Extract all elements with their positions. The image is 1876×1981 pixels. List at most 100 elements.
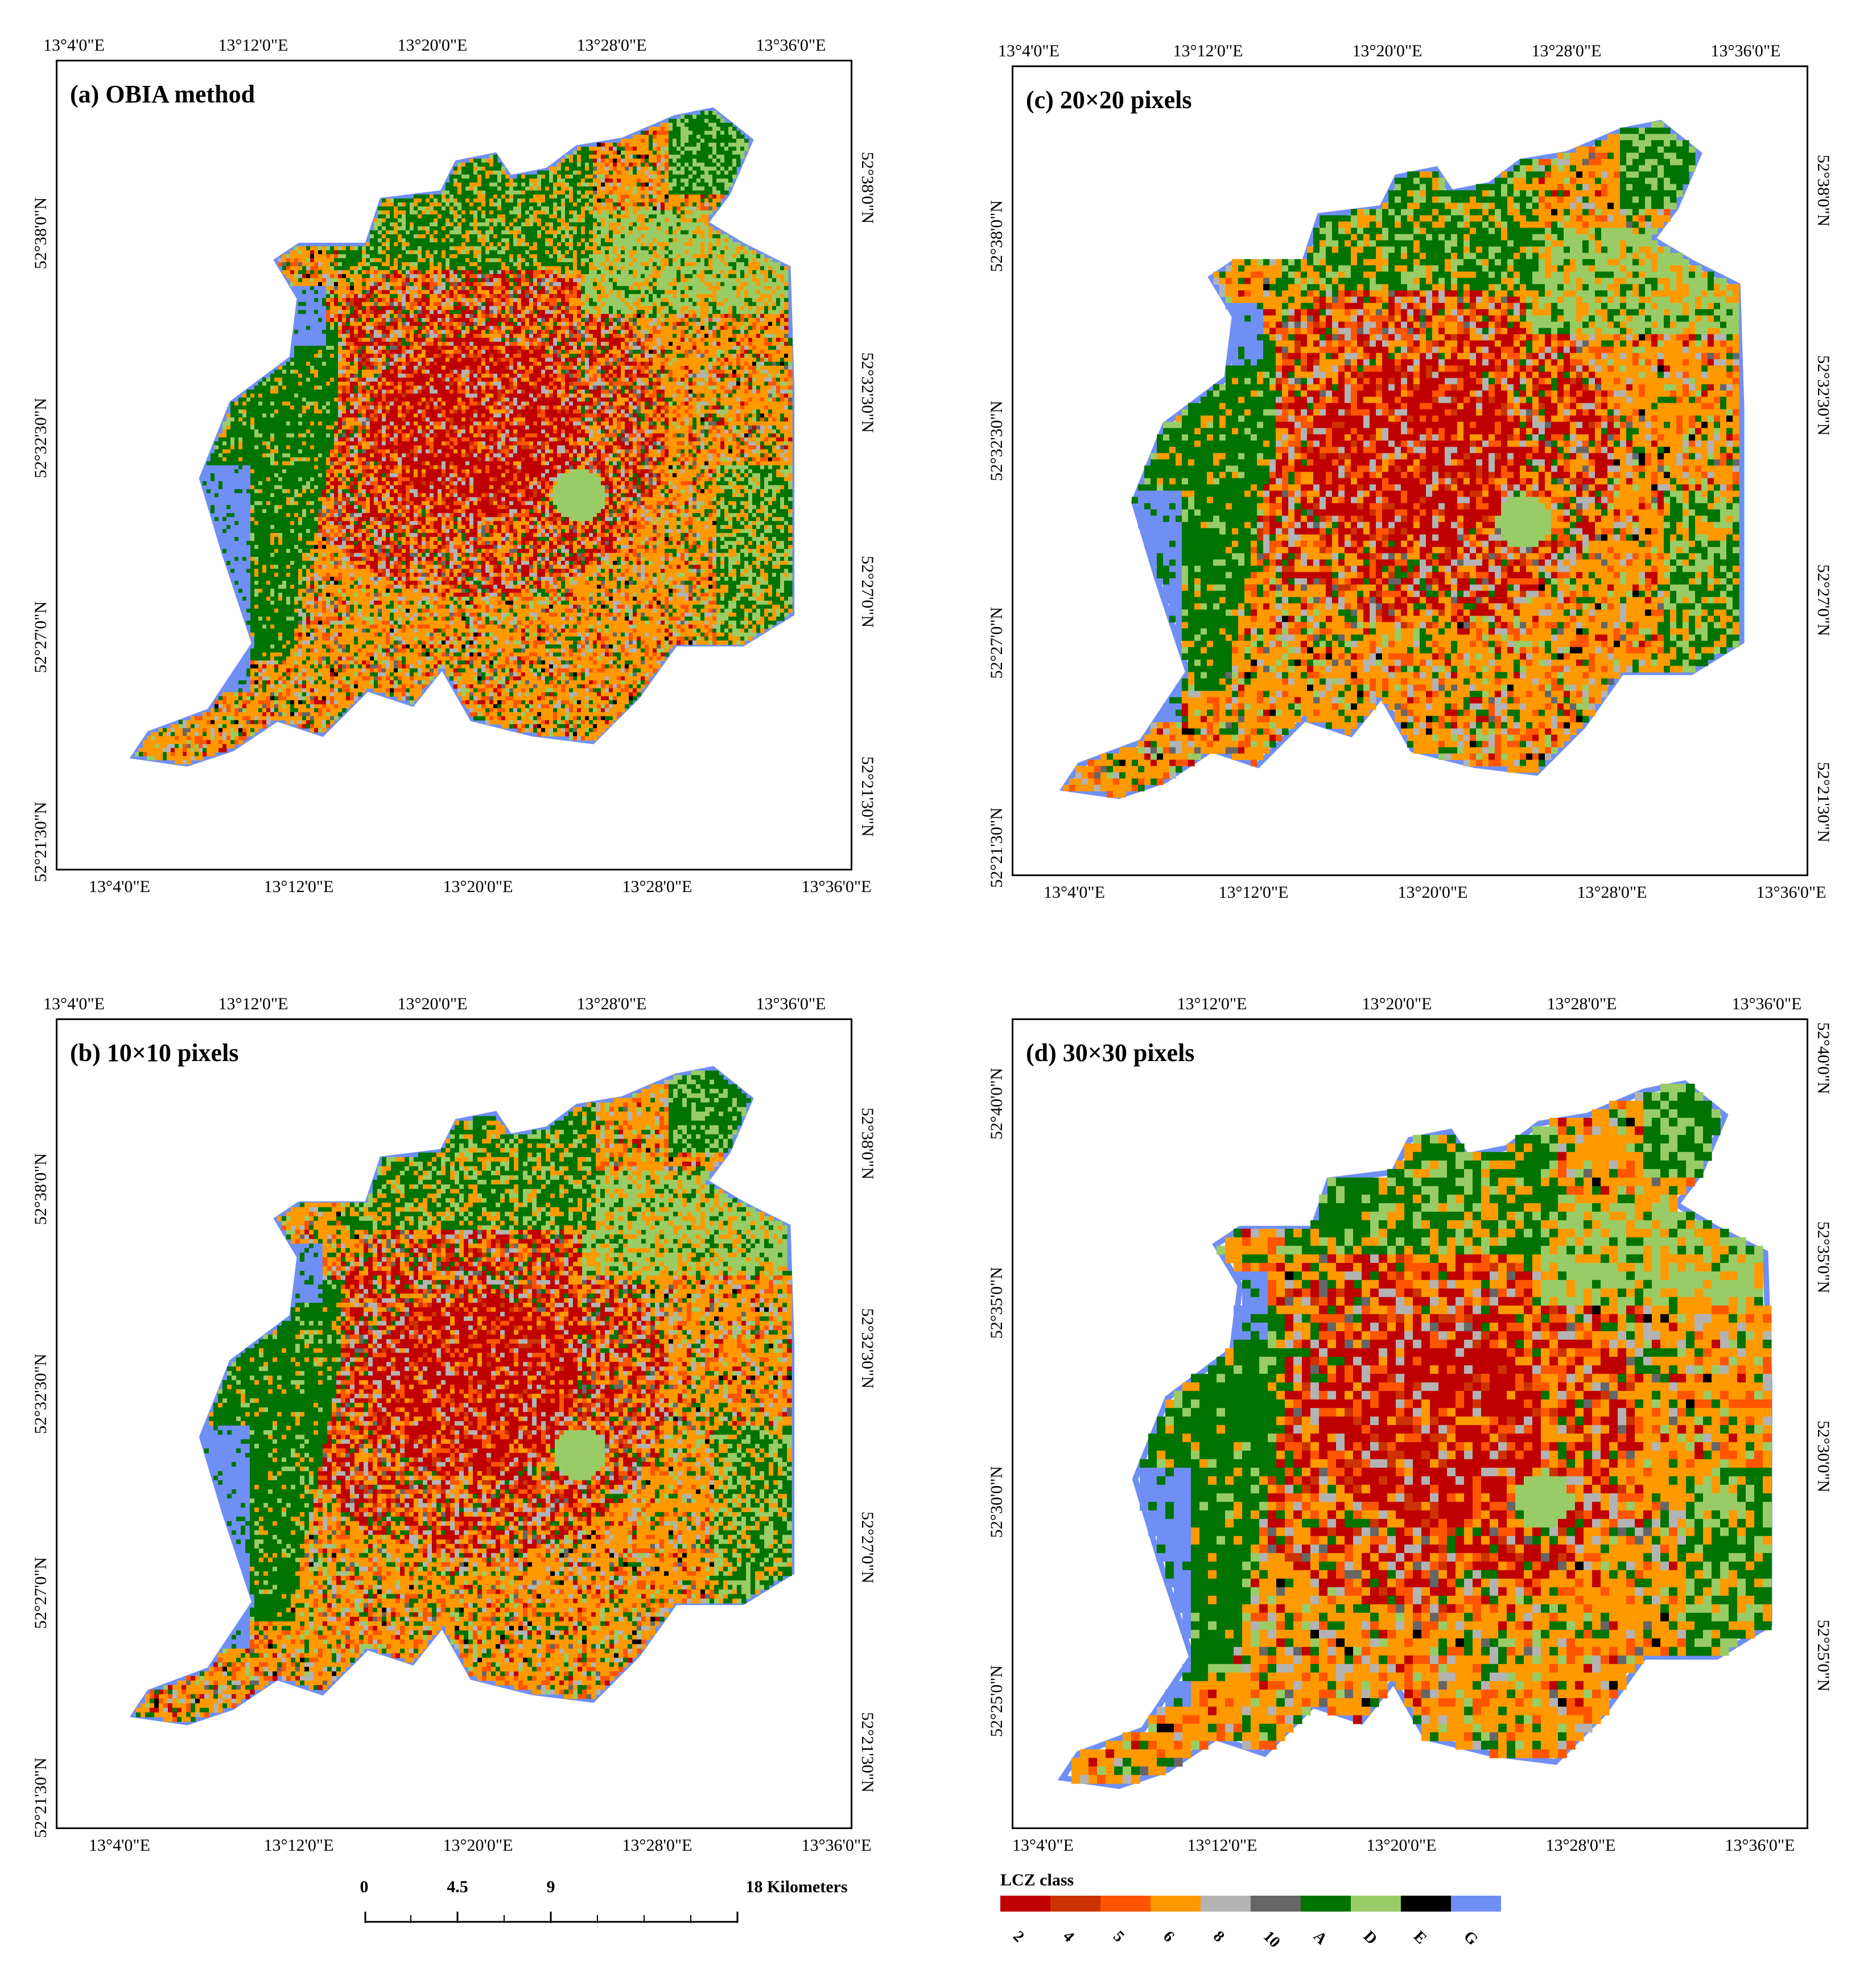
map-frame-a: (a) OBIA method [56, 60, 852, 870]
bottom-tick-label: 13°28'0"E [1546, 1836, 1616, 1855]
right-tick-label: 52°35'0"N [1813, 1221, 1833, 1293]
left-tick-label: 52°27'0"N [987, 607, 1007, 679]
right-tick-label: 52°38'0"N [857, 1108, 877, 1179]
left-tick-label: 52°35'0"N [987, 1267, 1007, 1339]
top-tick-label: 13°28'0"E [577, 36, 647, 55]
right-tick-label: 52°32'30"N [1813, 355, 1833, 435]
right-tick-label: 52°40'0"N [1813, 1022, 1833, 1094]
legend-label-6: 6 [1159, 1928, 1178, 1946]
map-frame-d: (d) 30×30 pixels [1012, 1018, 1808, 1829]
top-tick-label: 13°36'0"E [1732, 994, 1802, 1014]
left-tick-label: 52°38'0"N [31, 197, 51, 269]
right-tick-label: 52°27'0"N [1813, 564, 1833, 636]
legend-label-4: 4 [1059, 1928, 1078, 1946]
top-tick-label: 13°4'0"E [43, 36, 105, 55]
bottom-tick-label: 13°12'0"E [264, 1836, 334, 1855]
right-tick-label: 52°32'30"N [857, 1308, 877, 1388]
map-canvas-b [57, 1020, 852, 1829]
bottom-tick-label: 13°28'0"E [622, 1836, 692, 1855]
bottom-tick-label: 13°4'0"E [1012, 1836, 1074, 1855]
top-tick-label: 13°20'0"E [1353, 42, 1423, 61]
panel-title-d: (d) 30×30 pixels [1026, 1038, 1194, 1067]
top-tick-label: 13°20'0"E [1362, 994, 1432, 1014]
bottom-tick-label: 13°12'0"E [1188, 1836, 1257, 1855]
left-tick-label: 52°21'30"N [987, 807, 1007, 888]
bottom-tick-label: 13°36'0"E [802, 877, 872, 897]
legend-title: LCZ class [1000, 1871, 1074, 1890]
bottom-tick-label: 13°20'0"E [1398, 883, 1468, 902]
map-canvas-a [57, 61, 852, 870]
legend-label-2: 2 [1009, 1928, 1028, 1946]
bottom-tick-label: 13°28'0"E [622, 877, 692, 897]
panel-title-b: (b) 10×10 pixels [70, 1038, 238, 1067]
lcz-raster [1063, 121, 1742, 798]
legend-swatch-A [1301, 1896, 1351, 1912]
left-tick-label: 52°21'30"N [31, 802, 51, 882]
legend-swatch-4 [1050, 1896, 1100, 1912]
legend-label-D: D [1359, 1928, 1380, 1949]
scale-bar-graphic [364, 1877, 774, 1946]
legend-swatch-D [1351, 1896, 1401, 1912]
right-tick-label: 52°21'30"N [857, 756, 877, 836]
bottom-tick-label: 13°4'0"E [1044, 883, 1105, 902]
top-tick-label: 13°28'0"E [1547, 994, 1617, 1014]
legend-swatch-8 [1201, 1896, 1251, 1912]
legend-label-A: A [1309, 1928, 1330, 1949]
right-tick-label: 52°27'0"N [857, 556, 877, 628]
map-frame-c: (c) 20×20 pixels [1012, 65, 1808, 876]
top-tick-label: 13°20'0"E [398, 36, 468, 55]
panel-title-c: (c) 20×20 pixels [1026, 85, 1191, 114]
legend-label-10: 10 [1259, 1928, 1283, 1951]
legend-label-G: G [1459, 1928, 1481, 1949]
left-tick-label: 52°25'0"N [987, 1665, 1007, 1737]
top-tick-label: 13°12'0"E [218, 36, 288, 55]
right-tick-label: 52°32'30"N [857, 352, 877, 432]
map-canvas-c [1013, 67, 1808, 876]
scale-bar: 0 4.5 9 18 Kilometers [364, 1877, 774, 1946]
top-tick-label: 13°12'0"E [1173, 42, 1243, 61]
legend-label-5: 5 [1109, 1928, 1128, 1946]
legend-swatch-6 [1151, 1896, 1201, 1912]
legend-swatch-2 [1000, 1896, 1050, 1912]
legend-swatch-10 [1251, 1896, 1301, 1912]
bottom-tick-label: 13°28'0"E [1577, 883, 1647, 902]
top-tick-label: 13°20'0"E [398, 994, 468, 1014]
legend-swatch-5 [1100, 1896, 1151, 1912]
left-tick-label: 52°32'30"N [31, 398, 51, 478]
top-tick-label: 13°12'0"E [1177, 994, 1247, 1014]
left-tick-label: 52°32'30"N [987, 401, 1007, 481]
left-tick-label: 52°30'0"N [987, 1466, 1007, 1538]
top-tick-label: 13°12'0"E [218, 994, 288, 1014]
bottom-tick-label: 13°36'0"E [802, 1836, 872, 1855]
top-tick-label: 13°28'0"E [577, 994, 647, 1014]
left-tick-label: 52°21'30"N [31, 1757, 51, 1838]
left-tick-label: 52°27'0"N [31, 601, 51, 673]
legend-swatch-G [1451, 1896, 1501, 1912]
right-tick-label: 52°30'0"N [1813, 1421, 1833, 1492]
right-tick-label: 52°25'0"N [1813, 1620, 1833, 1691]
right-tick-label: 52°21'30"N [857, 1712, 877, 1792]
top-tick-label: 13°36'0"E [1711, 42, 1781, 61]
top-tick-label: 13°4'0"E [43, 994, 105, 1014]
lcz-legend: LCZ class 2 4 5 6 8 10 A D E G [1000, 1871, 1512, 1973]
left-tick-label: 52°38'0"N [31, 1153, 51, 1225]
lcz-raster [134, 1069, 791, 1722]
legend-label-E: E [1409, 1928, 1430, 1948]
left-tick-label: 52°38'0"N [987, 200, 1007, 272]
top-tick-label: 13°4'0"E [998, 42, 1059, 61]
left-tick-label: 52°40'0"N [987, 1068, 1007, 1140]
lcz-raster [1062, 1083, 1771, 1786]
lcz-raster [134, 110, 792, 764]
top-tick-label: 13°36'0"E [756, 36, 826, 55]
map-frame-b: (b) 10×10 pixels [56, 1018, 852, 1829]
panel-title-a: (a) OBIA method [70, 80, 255, 109]
top-tick-label: 13°28'0"E [1532, 42, 1602, 61]
bottom-tick-label: 13°4'0"E [89, 877, 150, 897]
legend-swatch-E [1401, 1896, 1451, 1912]
legend-label-8: 8 [1209, 1928, 1228, 1946]
bottom-tick-label: 13°20'0"E [443, 877, 513, 897]
right-tick-label: 52°27'0"N [857, 1512, 877, 1583]
bottom-tick-label: 13°12'0"E [1219, 883, 1289, 902]
map-canvas-d [1013, 1020, 1808, 1829]
right-tick-label: 52°38'0"N [857, 152, 877, 224]
